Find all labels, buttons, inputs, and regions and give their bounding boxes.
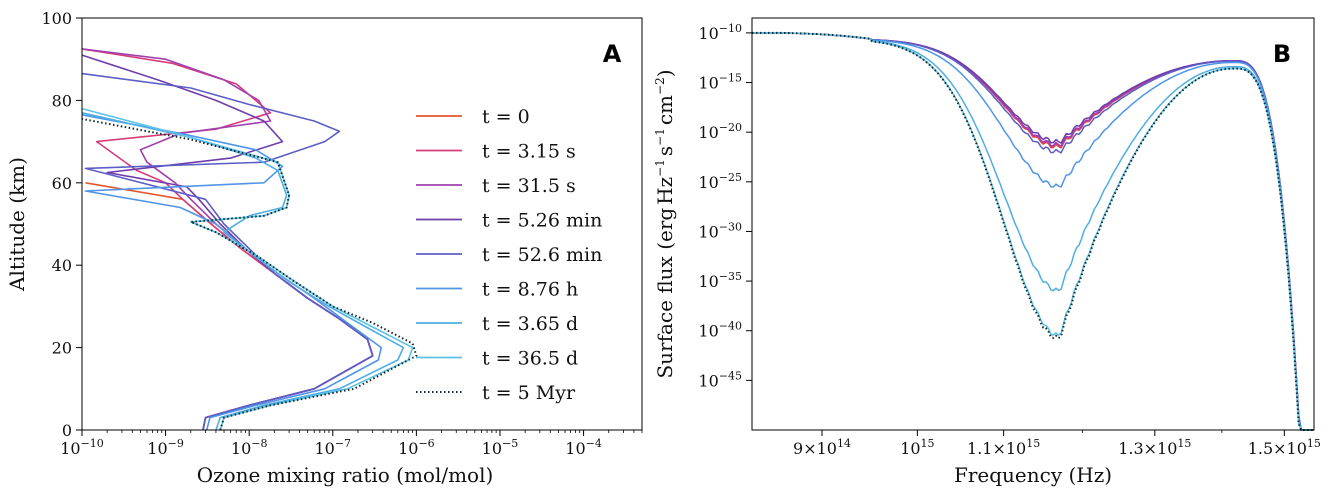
panel-b-y-tick-label: 10−10 xyxy=(698,22,742,43)
panel-b-x-tick-label: 1015 xyxy=(900,437,934,458)
legend-label: t = 31.5 s xyxy=(482,175,576,197)
panel-a-letter: A xyxy=(603,40,622,68)
panel-a-series-line xyxy=(81,112,405,431)
panel-b-y-tick-label: 10−35 xyxy=(698,270,742,291)
legend-label: t = 52.6 min xyxy=(482,244,602,266)
legend-label: t = 8.76 h xyxy=(482,279,578,301)
y-label-cm-exp: −2 xyxy=(653,77,667,95)
panel-b-series-line xyxy=(752,32,1314,431)
panel-b-series-line xyxy=(752,32,1314,431)
panel-b-x-tick-label: 9×1014 xyxy=(793,437,851,458)
panel-a-x-tick-label: 10−9 xyxy=(147,437,184,458)
panel-a-frame xyxy=(81,17,643,431)
panel-a-y-tick-label: 0 xyxy=(62,421,72,440)
panel-b-frame xyxy=(751,17,1315,431)
panel-b-series-line xyxy=(752,32,1314,431)
panel-b-series-line xyxy=(752,32,1314,431)
panel-b-x-ticks: 9×1014 1015 1.1×1015 1.3×1015 1.5×1015 xyxy=(793,430,1321,458)
panel-a-y-label: Altitude (km) xyxy=(5,157,29,292)
legend-label: t = 5.26 min xyxy=(482,210,602,232)
panel-a-x-tick-label: 10−8 xyxy=(231,437,268,458)
panel-b-x-tick-label: 1.3×1015 xyxy=(1118,437,1191,458)
panel-a-y-ticks: 0 20 40 60 80 100 xyxy=(41,9,82,440)
panel-b-curves xyxy=(752,31,1314,431)
panel-a: 10−10 10−9 10−8 10−7 10−6 10−5 10−4 0 20 40 60 80 1… xyxy=(5,9,643,487)
y-label-hz: Hz xyxy=(653,177,677,205)
y-label-erg: erg xyxy=(653,208,677,242)
panel-b-series-line xyxy=(752,31,1314,431)
legend-label: t = 3.65 d xyxy=(482,313,578,335)
panel-b-series-line xyxy=(752,32,1314,431)
legend-label: t = 36.5 d xyxy=(482,348,578,370)
panel-b-series-line xyxy=(752,32,1314,431)
legend-label: t = 3.15 s xyxy=(482,141,576,163)
panel-b-series-line xyxy=(752,32,1314,431)
panel-b-x-label: Frequency (Hz) xyxy=(954,463,1112,487)
panel-a-x-tick-label: 10−7 xyxy=(314,437,351,458)
panel-a-x-tick-label: 10−10 xyxy=(60,437,104,458)
panel-a-x-label: Ozone mixing ratio (mol/mol) xyxy=(197,463,494,487)
y-label-s: s xyxy=(653,146,677,156)
legend-label: t = 0 xyxy=(482,106,530,128)
panel-b-y-tick-label: 10−30 xyxy=(698,220,742,241)
panel-a-y-tick-label: 80 xyxy=(52,91,72,110)
panel-b-x-tick-label: 1.1×1015 xyxy=(967,437,1040,458)
legend: t = 0 t = 3.15 s t = 31.5 s t = 5.26 min t =… xyxy=(416,106,602,404)
panel-a-y-tick-label: 100 xyxy=(41,9,72,28)
panel-b-series-line xyxy=(752,32,1314,431)
y-label-close: ) xyxy=(653,69,677,77)
panel-b-x-tick-label: 1.5×1015 xyxy=(1248,437,1321,458)
panel-a-y-tick-label: 20 xyxy=(52,339,72,358)
panel-a-x-ticks: 10−10 10−9 10−8 10−7 10−6 10−5 10−4 xyxy=(60,430,643,458)
panel-b-y-ticks: 10−10 10−15 10−20 10−25 10−30 10−35 10−40 10−45 xyxy=(698,22,752,390)
panel-b-y-tick-label: 10−45 xyxy=(698,369,742,390)
y-label-hz-exp: −1 xyxy=(653,159,667,177)
panel-b-y-tick-label: 10−25 xyxy=(698,171,742,192)
y-label-cm: cm xyxy=(653,95,677,125)
panel-b-y-tick-label: 10−40 xyxy=(698,320,742,341)
panel-a-series-line xyxy=(81,107,414,431)
panel-b-letter: B xyxy=(1273,40,1291,68)
panel-a-x-tick-label: 10−4 xyxy=(565,437,602,458)
panel-b-y-tick-label: 10−20 xyxy=(698,121,742,142)
panel-a-y-tick-label: 60 xyxy=(52,174,72,193)
panel-b-y-tick-label: 10−15 xyxy=(698,72,742,93)
panel-a-y-tick-label: 40 xyxy=(52,256,72,275)
panel-a-x-tick-label: 10−5 xyxy=(482,437,519,458)
panel-a-x-tick-label: 10−6 xyxy=(398,437,435,458)
panel-a-series-line xyxy=(81,117,418,431)
y-label-main: Surface flux ( xyxy=(653,242,677,379)
panel-a-series-line xyxy=(81,72,374,431)
panel-a-series-line xyxy=(81,54,374,431)
panel-a-series-line xyxy=(81,114,383,431)
y-label-s-exp: −1 xyxy=(653,128,667,146)
panel-a-curves xyxy=(81,48,418,431)
panel-b-y-label: Surface flux (ergHz−1s−1cm−2) xyxy=(653,69,677,378)
panel-b: 9×1014 1015 1.1×1015 1.3×1015 1.5×1015 10−10… xyxy=(653,17,1321,487)
legend-label: t = 5 Myr xyxy=(482,382,576,404)
